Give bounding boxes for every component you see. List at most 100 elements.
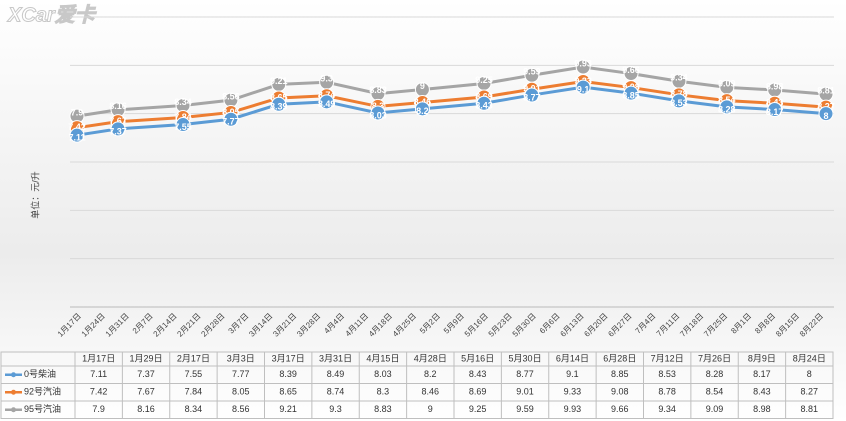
- table-cell: 7.9: [92, 404, 105, 414]
- table-cell: 8.78: [658, 387, 676, 397]
- table-cell: 9.93: [564, 404, 582, 414]
- table-cell: 8.77: [516, 369, 534, 379]
- point: [476, 95, 492, 111]
- point: [271, 96, 287, 112]
- data-label: 8.34: [174, 97, 192, 107]
- data-label: 9.66: [622, 65, 640, 75]
- table-cell: 8.03: [374, 369, 392, 379]
- point: [818, 106, 834, 122]
- table-cell: 9.01: [516, 387, 534, 397]
- table-header: 3月3日: [227, 353, 255, 363]
- data-label: 7.77: [222, 117, 240, 127]
- point: [524, 87, 540, 103]
- table-cell: 7.42: [90, 387, 108, 397]
- data-label: 8.98: [766, 81, 784, 91]
- table-cell: 8.46: [422, 387, 440, 397]
- table-cell: 9.3: [329, 404, 342, 414]
- table-header: 5月30日: [509, 353, 542, 363]
- table-cell: 7.55: [185, 369, 203, 379]
- data-label: 7.55: [174, 122, 192, 132]
- point: [370, 105, 386, 121]
- table-cell: 8.17: [753, 369, 771, 379]
- data-label: 7.84: [174, 112, 192, 122]
- legend-label: 0号柴油: [24, 368, 56, 379]
- table-cell: 8.16: [137, 404, 155, 414]
- table-header: 6月28日: [603, 353, 636, 363]
- point: [671, 93, 687, 109]
- data-label: 9.34: [670, 73, 688, 83]
- legend-swatch: [11, 389, 16, 395]
- data-label: 9.93: [574, 58, 592, 68]
- table-cell: 8.69: [469, 387, 487, 397]
- table-cell: 9.33: [564, 387, 582, 397]
- table-cell: 8.28: [706, 369, 724, 379]
- point: [69, 127, 85, 143]
- table-header: 8月24日: [793, 353, 826, 363]
- data-label: 8.77: [523, 92, 541, 102]
- table-cell: 7.37: [137, 369, 155, 379]
- legend-swatch: [11, 407, 16, 413]
- point: [223, 111, 239, 127]
- table-cell: 8.2: [424, 369, 437, 379]
- point: [623, 85, 639, 101]
- table-cell: 9.25: [469, 404, 487, 414]
- data-label: 8.56: [222, 92, 240, 102]
- data-label: 9.3: [320, 74, 333, 84]
- table-cell: 8.34: [185, 404, 203, 414]
- legend-swatch: [11, 372, 16, 378]
- table-cell: 8.65: [279, 387, 297, 397]
- table-cell: 7.77: [232, 369, 250, 379]
- table-cell: 8.27: [801, 387, 819, 397]
- data-label: 7.11: [68, 133, 85, 143]
- table-cell: 7.11: [90, 369, 107, 379]
- table-header: 4月15日: [366, 353, 399, 363]
- table-cell: 9: [428, 404, 433, 414]
- table-cell: 8.43: [469, 369, 487, 379]
- data-label: 8.17: [766, 107, 784, 117]
- data-label: 8.53: [670, 98, 688, 108]
- data-label: 9.59: [523, 67, 541, 77]
- table-header: 7月26日: [698, 353, 731, 363]
- table-header: 2月17日: [177, 353, 210, 363]
- point: [110, 121, 126, 137]
- table-cell: 9.1: [566, 369, 579, 379]
- data-label: 8.39: [270, 102, 288, 112]
- table-border: [0, 351, 834, 419]
- table-cell: 9.34: [658, 404, 676, 414]
- table-header: 3月17日: [272, 353, 305, 363]
- point: [319, 94, 335, 110]
- data-label: 7.37: [109, 126, 127, 136]
- data-label: 8.43: [475, 101, 493, 111]
- table-cell: 9.08: [611, 387, 629, 397]
- data-label: 9: [420, 81, 425, 91]
- data-label: 8.49: [318, 99, 336, 109]
- table-cell: 8.49: [327, 369, 345, 379]
- table-cell: 8.05: [232, 387, 250, 397]
- table-cell: 8.39: [279, 369, 297, 379]
- table-cell: 8.85: [611, 369, 629, 379]
- data-label: 9.21: [270, 76, 288, 86]
- table-cell: 7.84: [185, 387, 203, 397]
- table-header: 7月12日: [651, 353, 684, 363]
- table-header: 6月14日: [556, 353, 589, 363]
- table-cell: 9.66: [611, 404, 629, 414]
- table-header: 1月17日: [82, 353, 115, 363]
- data-label: 8.85: [622, 91, 640, 101]
- table-cell: 9.09: [706, 404, 724, 414]
- table-header: 8月9日: [748, 353, 776, 363]
- data-label: 7.42: [68, 122, 86, 132]
- legend-label: 92号汽油: [24, 386, 61, 397]
- table-header: 1月29日: [130, 353, 163, 363]
- point: [175, 117, 191, 133]
- table-header: 3月31日: [319, 353, 352, 363]
- table-cell: 7.67: [137, 387, 155, 397]
- table-header: 4月28日: [414, 353, 447, 363]
- table-cell: 9.59: [516, 404, 534, 414]
- data-label: 8.81: [817, 85, 835, 95]
- table-cell: 8.83: [374, 404, 392, 414]
- table-cell: 8.74: [327, 387, 345, 397]
- point: [767, 102, 783, 118]
- point: [414, 101, 430, 117]
- data-label: 8.83: [369, 85, 387, 95]
